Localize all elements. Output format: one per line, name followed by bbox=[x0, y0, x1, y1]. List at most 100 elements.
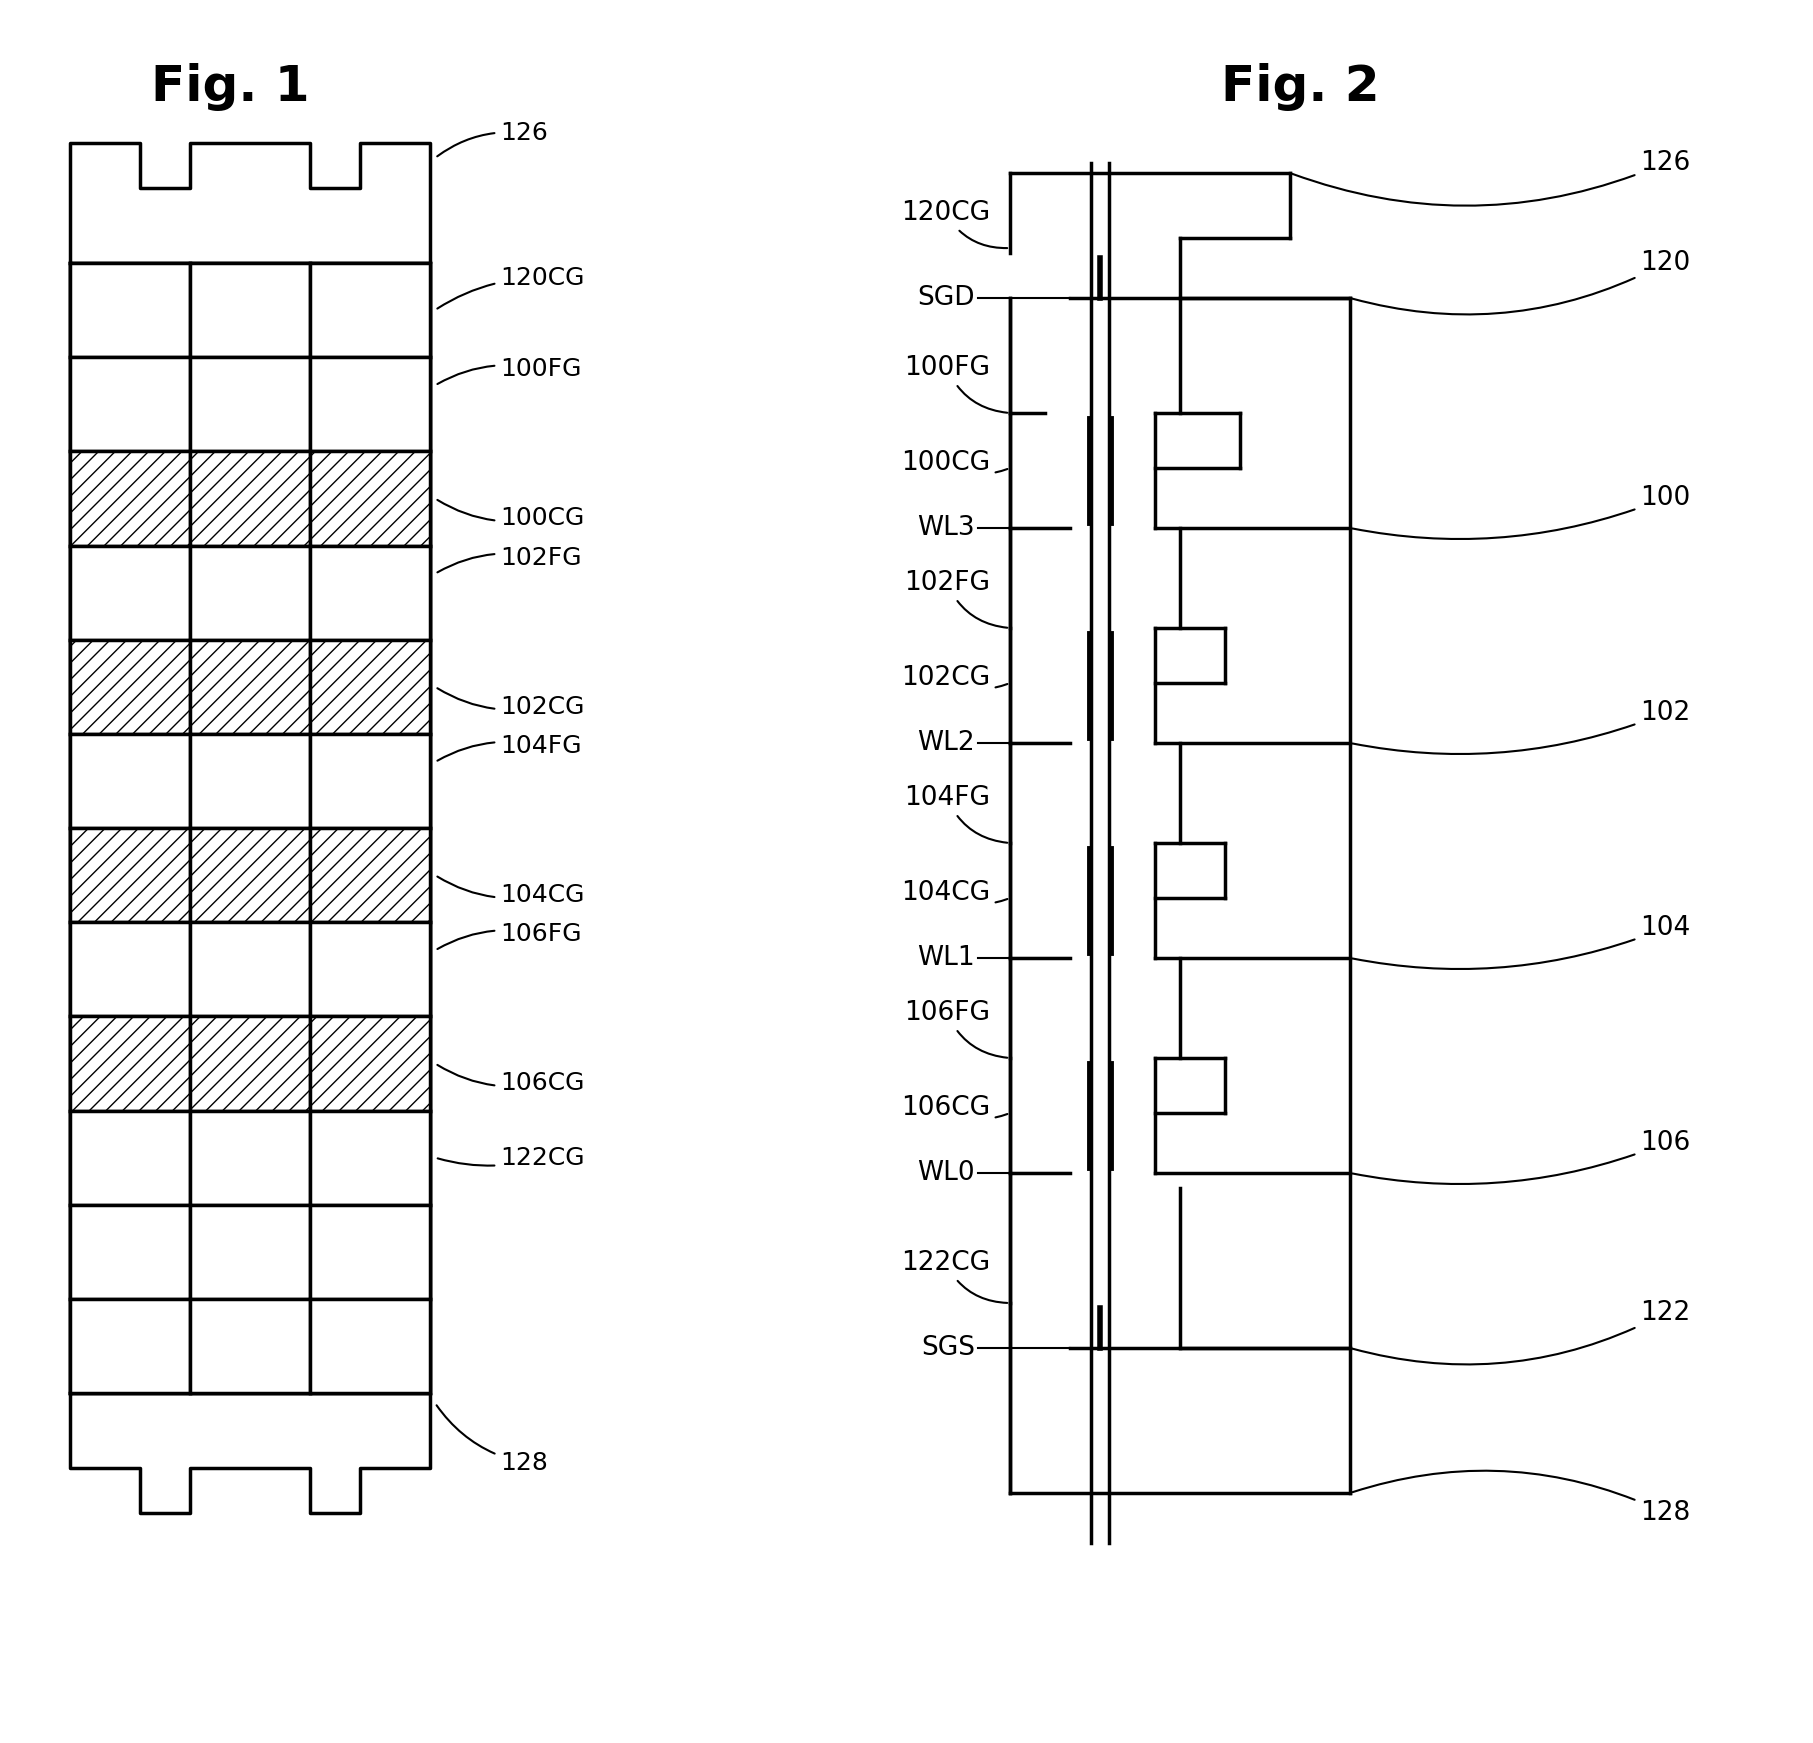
Text: 122CG: 122CG bbox=[901, 1250, 1008, 1304]
Bar bbox=[71, 1204, 190, 1299]
Bar bbox=[310, 546, 430, 640]
Bar bbox=[71, 546, 190, 640]
Bar bbox=[190, 640, 310, 734]
Bar bbox=[310, 1110, 430, 1204]
Text: 122CG: 122CG bbox=[437, 1145, 584, 1170]
Bar bbox=[71, 1204, 190, 1299]
Bar bbox=[190, 828, 310, 922]
Text: 104CG: 104CG bbox=[901, 880, 1008, 906]
Text: WL0: WL0 bbox=[917, 1161, 975, 1185]
Text: 126: 126 bbox=[437, 120, 548, 157]
Bar bbox=[190, 1299, 310, 1393]
Text: WL3: WL3 bbox=[917, 514, 975, 540]
Bar bbox=[190, 1016, 310, 1110]
Text: SGS: SGS bbox=[921, 1335, 975, 1361]
Text: 128: 128 bbox=[1352, 1471, 1690, 1527]
Text: WL2: WL2 bbox=[917, 730, 975, 756]
Bar bbox=[71, 357, 190, 451]
Bar bbox=[71, 546, 190, 640]
Text: 104: 104 bbox=[1352, 915, 1690, 969]
Bar bbox=[190, 263, 310, 357]
Text: 104CG: 104CG bbox=[437, 877, 584, 906]
Text: 102FG: 102FG bbox=[905, 570, 1008, 627]
Bar bbox=[310, 922, 430, 1016]
Bar bbox=[71, 922, 190, 1016]
Bar bbox=[71, 828, 190, 922]
Text: 122: 122 bbox=[1352, 1300, 1690, 1365]
Bar bbox=[190, 357, 310, 451]
Bar bbox=[71, 451, 190, 546]
Bar bbox=[310, 263, 430, 357]
Text: 128: 128 bbox=[437, 1405, 548, 1475]
Bar bbox=[71, 263, 190, 357]
Text: 120CG: 120CG bbox=[901, 200, 1008, 248]
Text: 106CG: 106CG bbox=[901, 1095, 1008, 1121]
Bar bbox=[71, 1110, 190, 1204]
Text: 102CG: 102CG bbox=[437, 688, 584, 718]
Text: 120CG: 120CG bbox=[437, 267, 584, 309]
Bar bbox=[310, 922, 430, 1016]
Text: 106FG: 106FG bbox=[437, 922, 582, 948]
Text: WL1: WL1 bbox=[917, 945, 975, 971]
Bar bbox=[71, 828, 190, 922]
Bar bbox=[310, 640, 430, 734]
Text: Fig. 1: Fig. 1 bbox=[150, 63, 310, 112]
Bar bbox=[71, 263, 190, 357]
Text: 106CG: 106CG bbox=[437, 1065, 584, 1095]
Bar bbox=[310, 640, 430, 734]
Bar bbox=[310, 1299, 430, 1393]
Text: 126: 126 bbox=[1293, 150, 1690, 206]
Bar bbox=[71, 734, 190, 828]
Bar bbox=[310, 1204, 430, 1299]
Bar bbox=[190, 734, 310, 828]
Text: 104FG: 104FG bbox=[437, 734, 582, 760]
Text: 102FG: 102FG bbox=[437, 546, 582, 572]
Bar bbox=[310, 357, 430, 451]
Bar bbox=[190, 1110, 310, 1204]
Text: 104FG: 104FG bbox=[905, 784, 1008, 842]
Bar bbox=[310, 546, 430, 640]
Bar bbox=[190, 1204, 310, 1299]
Bar bbox=[71, 734, 190, 828]
Bar bbox=[310, 734, 430, 828]
Bar bbox=[310, 451, 430, 546]
Text: 106FG: 106FG bbox=[905, 1000, 1008, 1058]
Bar bbox=[310, 1016, 430, 1110]
Bar bbox=[190, 1110, 310, 1204]
Bar bbox=[190, 1299, 310, 1393]
Text: 100FG: 100FG bbox=[905, 356, 1008, 413]
Bar bbox=[190, 922, 310, 1016]
Bar bbox=[310, 451, 430, 546]
Bar bbox=[310, 1204, 430, 1299]
Bar bbox=[190, 640, 310, 734]
Bar bbox=[310, 263, 430, 357]
Bar bbox=[190, 922, 310, 1016]
Bar bbox=[310, 734, 430, 828]
Bar bbox=[310, 828, 430, 922]
Polygon shape bbox=[71, 143, 430, 263]
Bar bbox=[71, 1299, 190, 1393]
Bar bbox=[190, 451, 310, 546]
Bar bbox=[71, 640, 190, 734]
Text: 100FG: 100FG bbox=[437, 357, 582, 383]
Text: Fig. 2: Fig. 2 bbox=[1220, 63, 1380, 112]
Text: 106: 106 bbox=[1352, 1129, 1690, 1183]
Bar bbox=[190, 1016, 310, 1110]
Bar bbox=[71, 922, 190, 1016]
Bar bbox=[310, 1016, 430, 1110]
Bar bbox=[190, 263, 310, 357]
Bar bbox=[71, 1016, 190, 1110]
Bar bbox=[71, 1016, 190, 1110]
Text: 100CG: 100CG bbox=[437, 500, 584, 530]
Text: SGD: SGD bbox=[917, 286, 975, 310]
Bar bbox=[310, 828, 430, 922]
Bar bbox=[190, 1204, 310, 1299]
Bar bbox=[310, 1110, 430, 1204]
Text: 100: 100 bbox=[1352, 485, 1690, 539]
Bar bbox=[71, 357, 190, 451]
Bar bbox=[71, 1299, 190, 1393]
Text: 120: 120 bbox=[1352, 249, 1690, 314]
Bar bbox=[190, 451, 310, 546]
Bar bbox=[310, 357, 430, 451]
Bar bbox=[190, 546, 310, 640]
